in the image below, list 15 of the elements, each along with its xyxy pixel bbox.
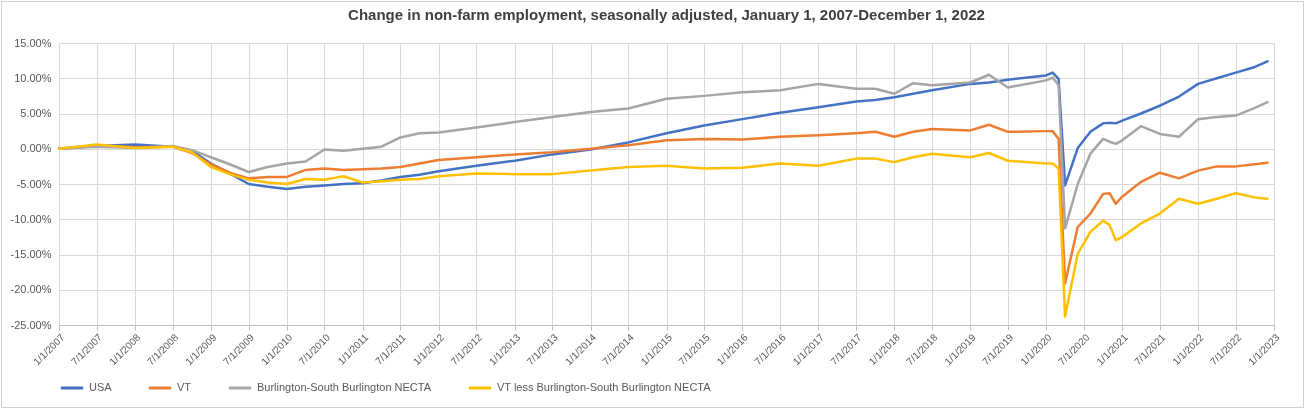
legend-label: Burlington-South Burlington NECTA (257, 381, 432, 393)
y-tick-label: -20.00% (10, 283, 52, 296)
y-tick-label: -25.00% (10, 318, 52, 331)
y-tick-label: -10.00% (10, 212, 52, 225)
legend-label: USA (89, 381, 113, 393)
y-tick-label: -15.00% (10, 248, 52, 260)
line-series (57, 143, 1269, 318)
y-tick-label: 15.00% (14, 36, 52, 49)
chart-title: Change in non-farm employment, seasonally adjusted, January 1, 2007-December 1, 2022 (348, 6, 985, 23)
y-tick-label: 5.00% (20, 107, 52, 119)
legend-label: VT less Burlington-South Burlington NECTA (497, 381, 712, 393)
y-tick-label: 10.00% (14, 71, 52, 84)
y-tick-label: 0.00% (20, 142, 52, 155)
legend-label: VT (177, 381, 192, 393)
y-tick-label: -5.00% (16, 177, 52, 190)
